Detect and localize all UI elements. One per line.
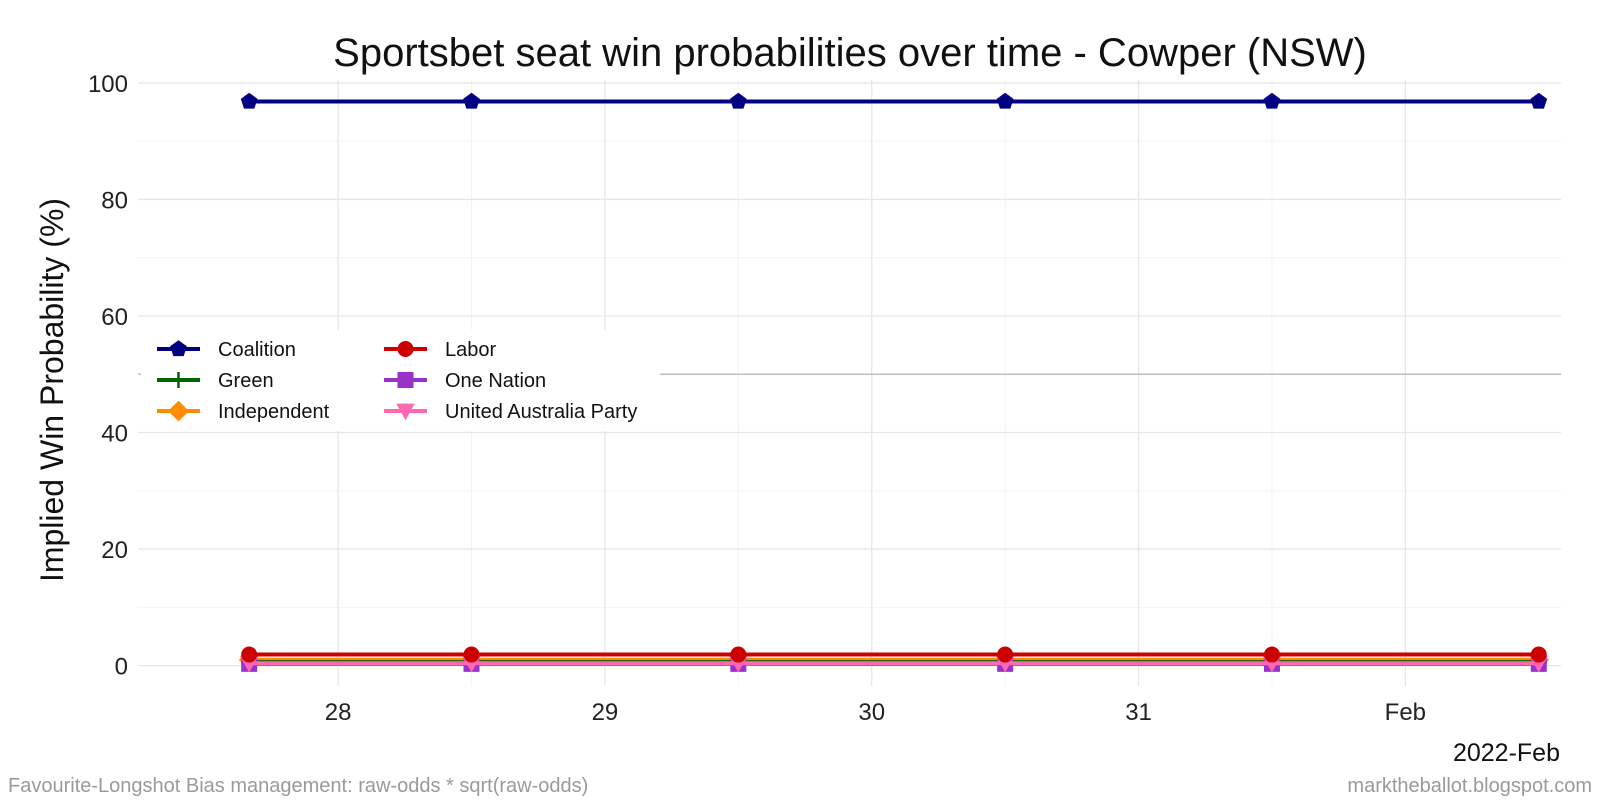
y-tick-label: 20 bbox=[101, 537, 128, 564]
series-layer bbox=[238, 92, 1550, 673]
chart-title: Sportsbet seat win probabilities over ti… bbox=[333, 31, 1367, 75]
y-tick-label: 40 bbox=[101, 421, 128, 448]
x-tick-label: 29 bbox=[592, 699, 619, 726]
series-coalition bbox=[240, 92, 1548, 109]
legend-label: United Australia Party bbox=[445, 401, 637, 423]
caption-right: marktheballot.blogspot.com bbox=[1347, 775, 1592, 797]
x-axis: 28 29 30 31 Feb bbox=[325, 699, 1426, 726]
x-axis-year-month-label: 2022-Feb bbox=[1453, 739, 1560, 767]
legend-label: Green bbox=[218, 370, 274, 392]
data-point-labor bbox=[241, 646, 258, 663]
legend-label: Labor bbox=[445, 339, 496, 361]
legend-label: One Nation bbox=[445, 370, 546, 392]
grid bbox=[138, 80, 1561, 686]
legend-label: Independent bbox=[218, 401, 330, 423]
y-tick-label: 100 bbox=[88, 71, 128, 98]
legend-item-independent: Independent bbox=[157, 400, 330, 423]
plot-area bbox=[138, 80, 1561, 686]
legend-marker bbox=[170, 340, 187, 357]
legend-label: Coalition bbox=[218, 339, 296, 361]
x-tick-label: 31 bbox=[1125, 699, 1152, 726]
data-point-labor bbox=[463, 646, 480, 663]
data-point-coalition bbox=[1530, 92, 1548, 109]
data-point-coalition bbox=[1263, 92, 1281, 109]
series-labor bbox=[241, 646, 1547, 663]
legend-item-one-nation: One Nation bbox=[384, 370, 546, 392]
caption-left: Favourite-Longshot Bias management: raw-… bbox=[8, 775, 588, 797]
legend-item-united-australia-party: United Australia Party bbox=[384, 401, 637, 423]
data-point-labor bbox=[730, 646, 747, 663]
data-point-coalition bbox=[996, 92, 1014, 109]
legend-item-labor: Labor bbox=[384, 339, 496, 361]
series-independent bbox=[238, 649, 1550, 671]
data-point-labor bbox=[997, 646, 1014, 663]
y-axis: 0 20 40 60 80 100 bbox=[88, 71, 128, 681]
legend-marker bbox=[397, 372, 414, 388]
legend-marker bbox=[170, 372, 187, 388]
legend: Coalition Labor Green One Nation Independent… bbox=[141, 330, 660, 431]
x-tick-label: 30 bbox=[858, 699, 885, 726]
data-point-coalition bbox=[240, 92, 258, 109]
data-point-coalition bbox=[729, 92, 747, 109]
legend-marker bbox=[168, 400, 189, 422]
y-tick-label: 0 bbox=[115, 654, 128, 681]
legend-marker bbox=[396, 403, 415, 421]
data-point-labor bbox=[1263, 646, 1280, 663]
x-tick-label: 28 bbox=[325, 699, 352, 726]
y-tick-label: 80 bbox=[101, 187, 128, 214]
data-point-coalition bbox=[463, 92, 480, 109]
legend-item-coalition: Coalition bbox=[157, 339, 296, 361]
y-axis-label: Implied Win Probability (%) bbox=[34, 198, 70, 582]
legend-item-green: Green bbox=[157, 370, 274, 392]
legend-marker bbox=[397, 341, 414, 357]
y-tick-label: 60 bbox=[101, 304, 128, 331]
x-tick-label: Feb bbox=[1385, 699, 1426, 726]
data-point-labor bbox=[1530, 646, 1547, 663]
